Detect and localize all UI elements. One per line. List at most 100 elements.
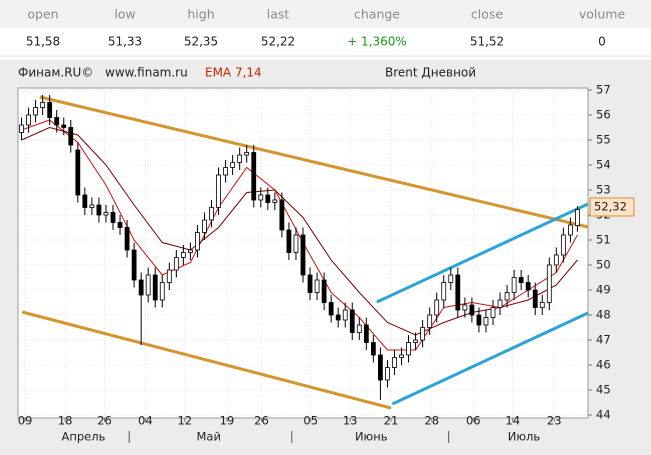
x-tick-label: 26 xyxy=(254,414,269,428)
candle-body xyxy=(188,249,193,253)
table-header: open xyxy=(27,7,58,22)
table-value: 51,33 xyxy=(108,35,142,49)
candle-body xyxy=(497,299,503,308)
candle-body xyxy=(490,307,496,318)
chart-title: Brent Дневной xyxy=(385,66,476,80)
candle-body xyxy=(195,232,200,251)
candle-body xyxy=(385,367,390,381)
candle-body xyxy=(441,282,447,301)
candle-body xyxy=(469,304,475,316)
candle-body xyxy=(209,207,214,221)
candle-body xyxy=(314,279,320,293)
y-tick-label: 44 xyxy=(596,408,611,422)
x-tick-label: 26 xyxy=(97,414,112,428)
candle-body xyxy=(180,252,186,258)
candle-body xyxy=(476,314,482,326)
table-header: volume xyxy=(579,7,626,22)
candle-body xyxy=(19,124,24,133)
table-value: 0 xyxy=(598,35,606,49)
candle-body xyxy=(152,274,158,301)
y-tick-label: 49 xyxy=(596,283,611,297)
candle-body xyxy=(82,194,88,208)
candle-body xyxy=(483,317,489,326)
candle-body xyxy=(349,309,355,333)
month-label: Май xyxy=(196,430,220,444)
candle-body xyxy=(230,162,236,168)
x-tick-label: 21 xyxy=(384,414,399,428)
candle-body xyxy=(68,127,74,146)
candle-body xyxy=(138,279,144,296)
candle-body xyxy=(89,204,95,208)
indicator: EMA 7,14 xyxy=(205,66,262,80)
x-tick-label: 19 xyxy=(220,414,235,428)
candle-body xyxy=(553,254,559,266)
candle-body xyxy=(293,234,299,253)
trend-line xyxy=(39,95,589,229)
candle-body xyxy=(420,327,426,341)
candle-body xyxy=(342,309,348,321)
table-header: high xyxy=(187,7,214,22)
x-tick-label: 13 xyxy=(343,414,358,428)
candle-body xyxy=(504,292,510,301)
month-label: Апрель xyxy=(61,430,105,444)
candle-body xyxy=(434,299,440,316)
candle-body xyxy=(117,222,123,228)
y-tick-label: 55 xyxy=(596,133,611,147)
candle-body xyxy=(392,357,397,368)
candle-body xyxy=(286,229,292,253)
candle-body xyxy=(363,324,369,343)
x-tick-label: 14 xyxy=(505,414,520,428)
y-tick-label: 54 xyxy=(596,158,611,172)
candle-body xyxy=(413,339,418,343)
month-label: Июль xyxy=(508,430,541,444)
x-tick-label: 12 xyxy=(177,414,192,428)
candle-body xyxy=(166,269,172,283)
candle-body xyxy=(173,257,179,271)
candle-body xyxy=(202,219,207,233)
x-tick-label: 28 xyxy=(424,414,439,428)
y-tick-label: 48 xyxy=(596,308,611,322)
y-tick-label: 46 xyxy=(596,358,611,372)
candle-body xyxy=(406,342,411,356)
candle-body xyxy=(272,199,278,203)
trend-line xyxy=(21,310,392,410)
candle-body xyxy=(223,167,228,176)
table-header: low xyxy=(114,7,135,22)
candle-body xyxy=(300,234,306,276)
candle-body xyxy=(532,289,538,308)
candle-body xyxy=(103,212,109,216)
candle-body xyxy=(131,249,137,281)
table-value: 52,22 xyxy=(261,35,295,49)
candle-body xyxy=(265,194,271,203)
candle-body xyxy=(462,304,468,311)
month-label: Июнь xyxy=(355,430,388,444)
table-header: change xyxy=(354,7,400,22)
table-value: 51,58 xyxy=(26,35,60,49)
candle-body xyxy=(145,274,151,296)
candle-body xyxy=(40,102,46,108)
table-value: + 1,360% xyxy=(347,35,407,49)
candle-body xyxy=(237,154,243,163)
candle-body xyxy=(378,354,383,381)
x-tick-label: 04 xyxy=(138,414,153,428)
y-tick-label: 53 xyxy=(596,183,611,197)
candle-body xyxy=(511,277,517,293)
candle-body xyxy=(124,227,130,251)
candle-body xyxy=(54,117,60,126)
candle-body xyxy=(356,324,362,333)
candle-body xyxy=(568,224,573,236)
x-tick-label: 09 xyxy=(18,414,33,428)
trend-line xyxy=(391,311,589,406)
x-tick-label: 05 xyxy=(303,414,318,428)
candle-body xyxy=(307,274,313,293)
table-header-bg xyxy=(0,0,651,28)
url: www.finam.ru xyxy=(105,66,188,80)
candle-body xyxy=(279,199,285,231)
y-tick-label: 45 xyxy=(596,383,611,397)
candle-body xyxy=(33,107,38,116)
candle-body xyxy=(328,302,334,316)
candle-body xyxy=(560,234,566,256)
y-tick-label: 56 xyxy=(596,108,611,122)
last-price-label: 52,32 xyxy=(594,200,627,214)
